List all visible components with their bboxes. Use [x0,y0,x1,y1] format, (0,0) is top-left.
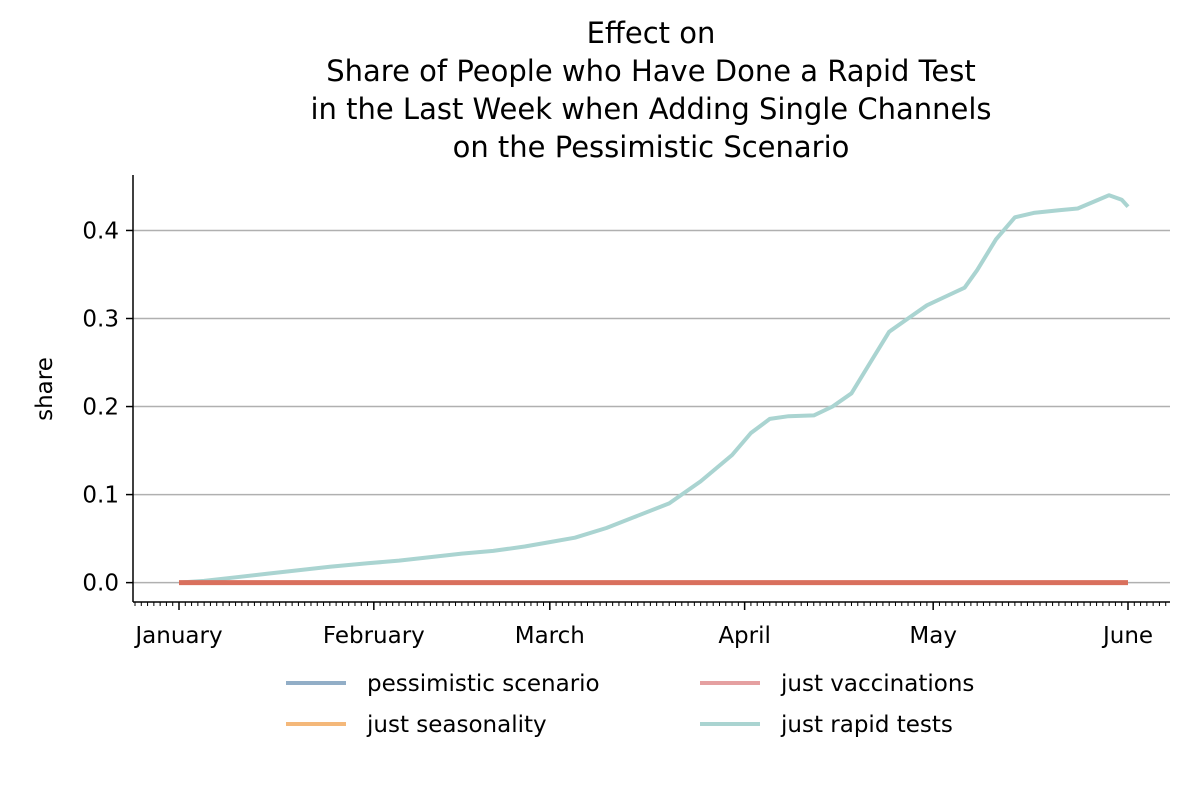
y-tick-label-4: 0.4 [82,218,119,244]
chart-title-line-1: Effect on [587,16,716,50]
chart-title-line-2: Share of People who Have Done a Rapid Te… [326,54,975,88]
x-tick-label-1: February [323,623,425,649]
x-tick-label-2: March [515,623,585,649]
x-tick-label-0: January [133,623,222,649]
y-axis-ticks: 0.0 0.1 0.2 0.3 0.4 [82,218,133,597]
chart-title-line-3: in the Last Week when Adding Single Chan… [310,92,991,126]
x-tick-label-4: May [909,623,957,649]
legend: pessimistic scenario just seasonality just… [286,671,974,738]
y-tick-label-1: 0.1 [82,483,119,509]
x-axis-ticks: January February March April May June [133,602,1167,649]
legend-label-pessimistic-scenario: pessimistic scenario [367,671,600,697]
series-lines [178,193,1130,586]
legend-label-just-vaccinations: just vaccinations [780,671,974,697]
y-axis-label: share [32,357,58,421]
y-tick-label-2: 0.2 [82,395,119,421]
chart-title-line-4: on the Pessimistic Scenario [453,130,850,164]
y-tick-label-3: 0.3 [82,307,119,333]
grid-lines [133,229,1170,584]
series-line-just-rapid-tests [178,193,1130,585]
x-tick-label-5: June [1101,623,1153,649]
legend-label-just-seasonality: just seasonality [366,712,547,738]
x-tick-label-3: April [718,623,771,649]
legend-label-just-rapid-tests: just rapid tests [780,712,953,738]
chart-title: Effect on Share of People who Have Done … [310,16,991,164]
y-tick-label-0: 0.0 [82,571,119,597]
